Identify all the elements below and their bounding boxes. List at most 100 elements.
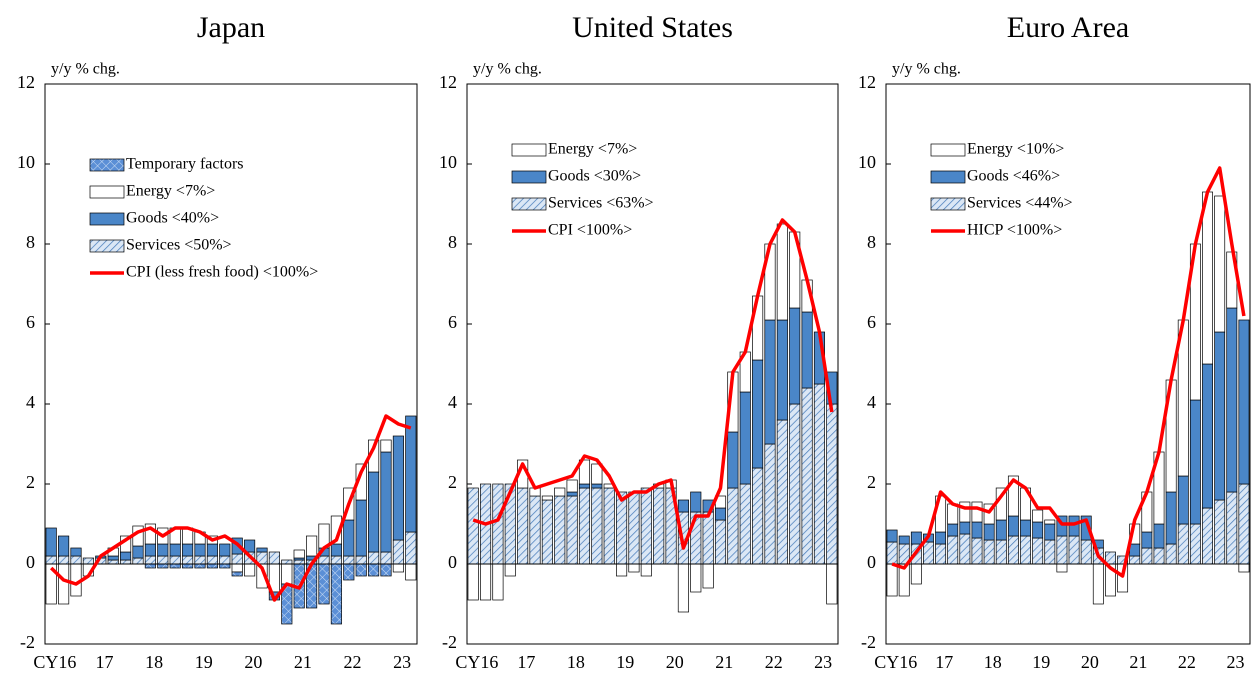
bar-segment xyxy=(1202,507,1213,565)
bar-segment xyxy=(959,521,971,535)
bar-segment xyxy=(566,479,578,493)
bar-segment xyxy=(1177,523,1189,565)
legend-label: Goods <46%> xyxy=(967,168,1060,185)
bar-segment xyxy=(776,223,788,321)
panel: Euro Area y/y % chg. -2 0 2 4 6 8 10 12 CY16 17 18 19… xyxy=(858,11,1251,672)
bar-segment xyxy=(616,491,628,565)
bar-segment xyxy=(492,483,504,565)
bar-segment xyxy=(1141,547,1153,565)
bar-segment xyxy=(677,499,689,513)
y-tick-label: 8 xyxy=(26,232,35,252)
bar-segment xyxy=(529,495,541,565)
bar-segment xyxy=(727,431,739,489)
bar-segment xyxy=(380,439,392,453)
bar-segment xyxy=(1129,555,1141,565)
bar-segment xyxy=(789,307,801,405)
bar-segment xyxy=(1044,523,1056,541)
bar-segment xyxy=(910,531,922,545)
bar-segment xyxy=(120,551,132,561)
bar-segment xyxy=(1226,307,1238,493)
bar-segment xyxy=(194,543,206,557)
bar-segment xyxy=(947,535,959,565)
line-series xyxy=(49,414,412,602)
bar-segment xyxy=(380,563,392,577)
bar-segment xyxy=(813,383,825,565)
bar-segment xyxy=(169,563,181,569)
bar-segment xyxy=(1238,563,1250,573)
bar-segment xyxy=(1056,515,1068,537)
bar-segment xyxy=(1020,519,1031,537)
bar-segment xyxy=(1068,535,1080,565)
bar-segment xyxy=(368,563,380,577)
legend-swatch xyxy=(89,185,125,199)
bar-segment xyxy=(1202,191,1213,365)
bar-segment xyxy=(368,471,380,553)
bar-segment xyxy=(1068,515,1080,537)
bar-segment xyxy=(959,501,971,523)
plot-frame xyxy=(885,83,1251,645)
bar-segment xyxy=(206,555,218,565)
bar-segment xyxy=(789,403,801,565)
bar-segment xyxy=(144,555,156,565)
x-tick-label: CY16 xyxy=(874,652,917,672)
bar-segment xyxy=(244,539,256,553)
bar-segment xyxy=(169,555,181,565)
bar-segment xyxy=(1044,539,1056,565)
y-tick-label: -2 xyxy=(861,632,876,652)
bar-segment xyxy=(392,539,404,565)
bar-segment xyxy=(1141,531,1153,549)
y-tick-label: -2 xyxy=(20,632,35,652)
bar-segment xyxy=(1202,363,1213,509)
bar-segment xyxy=(1214,499,1226,565)
bar-segment xyxy=(132,545,144,559)
bar-segment xyxy=(578,483,591,489)
bar-segment xyxy=(144,563,156,569)
legend-swatch xyxy=(511,143,547,157)
legend-label: Energy <7%> xyxy=(548,141,637,158)
bar-segment xyxy=(194,555,206,565)
legend-label: HICP <100%> xyxy=(967,222,1062,239)
bar-segment xyxy=(318,563,330,605)
bar-segment xyxy=(392,435,404,541)
y-tick-label: 10 xyxy=(439,152,457,172)
x-tick-label: 23 xyxy=(1226,652,1244,672)
y-tick-label: 0 xyxy=(26,552,35,572)
y-tick-label: 8 xyxy=(448,232,457,252)
bar-segment xyxy=(1007,535,1019,565)
y-axis-label: y/y % chg. xyxy=(51,61,120,78)
bar-segment xyxy=(690,563,702,593)
x-tick-label: 17 xyxy=(517,652,535,672)
bar-segment xyxy=(70,555,82,565)
y-tick-label: 6 xyxy=(867,312,876,332)
bar-segment xyxy=(293,549,305,559)
bar-segment xyxy=(467,487,479,565)
bar-segment xyxy=(677,563,689,613)
x-tick-label: CY16 xyxy=(33,652,76,672)
legend-swatch xyxy=(89,239,125,253)
bar-segment xyxy=(219,555,231,565)
bar-segment xyxy=(541,495,553,501)
bar-segment xyxy=(355,555,367,565)
bar-segment xyxy=(206,543,218,557)
bar-segment xyxy=(801,387,813,565)
bar-segment xyxy=(1177,475,1189,525)
bar-segment xyxy=(157,563,169,569)
bar-segment xyxy=(1153,547,1165,565)
legend-swatch xyxy=(89,158,125,172)
bar-segment xyxy=(157,555,169,565)
legend-swatch xyxy=(930,170,966,184)
bar-segment xyxy=(702,563,714,589)
bar-segment xyxy=(368,551,380,565)
legend-label: Services <63%> xyxy=(548,195,654,212)
bar-segment xyxy=(169,543,181,557)
bar-segment xyxy=(219,563,231,569)
bar-segment xyxy=(739,483,751,565)
bar-segment xyxy=(690,491,702,513)
bar-segment xyxy=(591,487,603,565)
bar-segment xyxy=(1007,515,1019,537)
x-tick-label: 23 xyxy=(814,652,832,672)
x-tick-label: 22 xyxy=(344,652,362,672)
bar-segment xyxy=(45,527,57,557)
bar-segment xyxy=(886,541,898,565)
y-tick-label: 10 xyxy=(17,152,35,172)
